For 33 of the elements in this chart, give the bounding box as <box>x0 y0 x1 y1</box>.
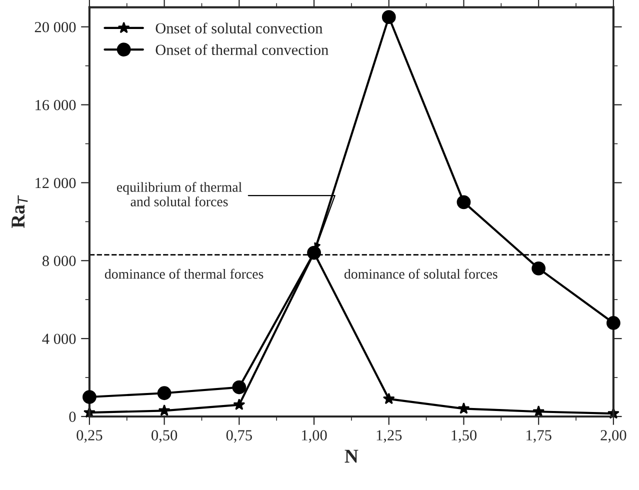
x-axis-title: N <box>344 450 358 463</box>
point <box>232 380 246 394</box>
point <box>606 316 620 330</box>
point <box>532 261 546 276</box>
point <box>233 398 246 410</box>
legend-label: Onset of thermal convection <box>156 44 328 56</box>
y-tick-label: 20 000 <box>34 22 76 32</box>
annotation: equilibrium of thermal and solutal forces <box>116 182 242 206</box>
y-tick-label: 16 000 <box>36 100 76 110</box>
annotation: dominance of solutal forces <box>344 268 498 279</box>
point <box>382 392 395 404</box>
y-tick-label: 12 000 <box>36 178 76 188</box>
x-tick-label: 0,50 <box>152 430 178 443</box>
legend-label: Onset of solutal convection <box>156 22 323 34</box>
y-tick-label: 0 <box>69 412 76 422</box>
point <box>158 404 170 416</box>
point <box>532 405 545 417</box>
y-tick-label: 4 000 <box>42 334 76 344</box>
x-tick-label: 2,00 <box>600 430 626 443</box>
x-tick-label: 1,75 <box>526 430 552 443</box>
point <box>382 10 396 24</box>
point <box>157 386 172 400</box>
point <box>458 402 470 414</box>
x-tick-label: 1,00 <box>302 430 327 443</box>
x-tick-label: 1,50 <box>452 430 477 443</box>
annotation: dominance of thermal forces <box>104 268 264 279</box>
x-tick-label: 1,25 <box>376 430 402 443</box>
point <box>82 390 96 404</box>
x-tick-label: 0,25 <box>76 430 102 443</box>
y-tick-label: 8 000 <box>42 256 76 266</box>
y-axis-title: Ra$_{T}$ <box>12 195 28 228</box>
point <box>456 195 471 210</box>
x-tick-label: 0,75 <box>226 430 252 443</box>
